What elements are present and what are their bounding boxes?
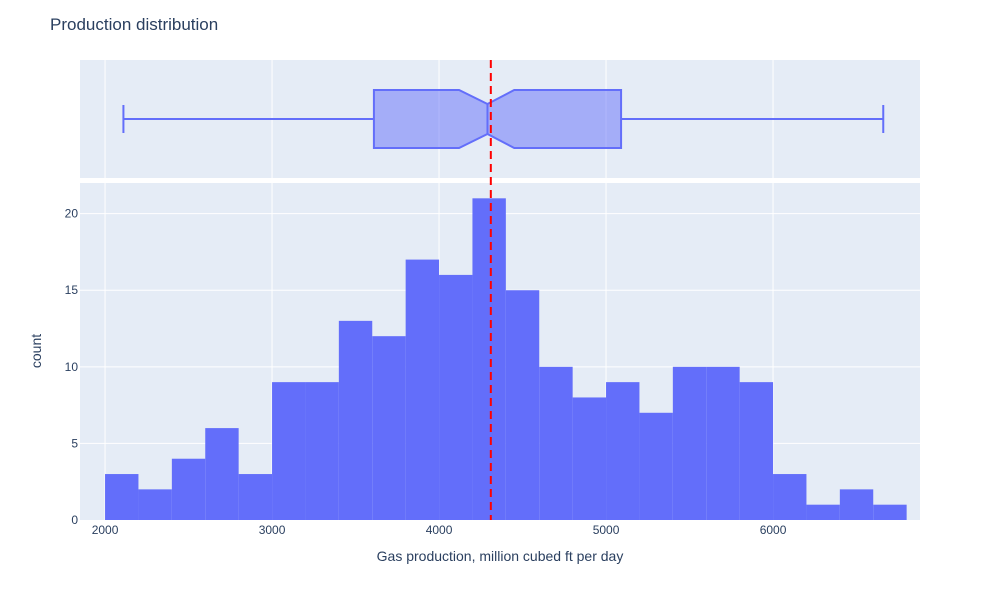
histogram-bar xyxy=(372,336,406,520)
histogram-bar xyxy=(539,366,573,520)
y-tick-label: 0 xyxy=(71,513,78,527)
x-axis-title: Gas production, million cubed ft per day xyxy=(377,548,624,564)
histogram-bar xyxy=(205,428,239,520)
x-tick-label: 3000 xyxy=(259,523,286,537)
histogram-bar xyxy=(672,366,707,520)
histogram-bar xyxy=(338,320,373,520)
histogram-bar xyxy=(873,504,907,520)
histogram-bar xyxy=(238,474,273,520)
histogram-bar xyxy=(773,474,807,520)
y-axis-ticks: 0 5 10 15 20 xyxy=(65,207,79,527)
x-tick-label: 6000 xyxy=(760,523,787,537)
histogram-bar xyxy=(806,504,840,520)
x-tick-label: 4000 xyxy=(426,523,453,537)
histogram-bar xyxy=(572,397,607,520)
chart-title: Production distribution xyxy=(50,15,218,34)
y-axis-title: count xyxy=(28,334,44,368)
histogram-bar xyxy=(138,489,172,520)
histogram-bar xyxy=(405,259,440,520)
y-tick-label: 20 xyxy=(65,207,79,221)
histogram-bars xyxy=(105,198,907,520)
y-tick-label: 15 xyxy=(65,283,79,297)
histogram-bar xyxy=(171,458,206,520)
histogram-bar xyxy=(305,382,339,520)
box-plot xyxy=(122,89,885,149)
y-tick-label: 5 xyxy=(71,436,78,450)
histogram-bar xyxy=(739,382,774,520)
box-body xyxy=(372,89,623,149)
histogram-bar xyxy=(105,474,139,520)
y-tick-label: 10 xyxy=(65,360,79,374)
histogram-bar xyxy=(839,489,874,520)
histogram-bar xyxy=(272,382,306,520)
histogram-bar xyxy=(706,366,740,520)
x-tick-label: 2000 xyxy=(92,523,119,537)
histogram-bar xyxy=(606,382,640,520)
histogram-bar xyxy=(505,290,540,520)
x-tick-label: 5000 xyxy=(593,523,620,537)
histogram-bar xyxy=(639,412,673,520)
histogram-bar xyxy=(439,274,473,520)
x-axis-ticks: 2000 3000 4000 5000 6000 xyxy=(92,523,787,537)
histogram-bar xyxy=(472,198,506,520)
